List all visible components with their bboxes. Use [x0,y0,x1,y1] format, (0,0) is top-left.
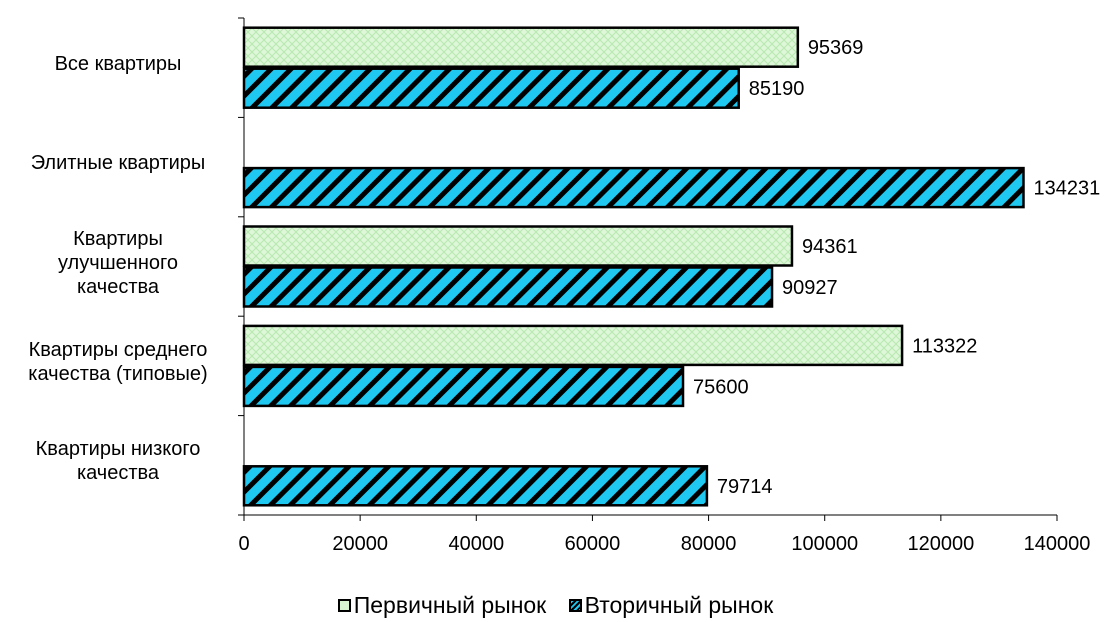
data-label: 79714 [717,476,773,498]
x-tick-label: 0 [238,533,249,555]
legend-item-primary: Первичный рынок [337,592,547,618]
legend-swatch-secondary [568,599,582,612]
category-label: Элитные квартиры [30,152,206,175]
x-tick-label: 20000 [332,533,388,555]
legend: Первичный рынок Вторичный рынок [0,592,1111,618]
bar-secondary [242,166,1025,209]
data-label: 85190 [749,78,805,100]
x-tick-label: 40000 [448,533,504,555]
bar-primary [242,225,794,267]
x-tick-label: 80000 [681,533,737,555]
bar-secondary [242,266,774,308]
x-tick-label: 100000 [791,533,858,555]
category-label: Все квартиры [54,52,182,75]
legend-swatch-primary [337,599,351,612]
bar-primary [242,324,904,367]
category-label: Квартиры низкого качества [35,438,201,485]
x-tick-label: 120000 [907,533,974,555]
bar-secondary [242,67,740,109]
category-label: Квартиры улучшенного качества [57,227,178,298]
x-tick-label: 140000 [1024,533,1091,555]
legend-item-secondary: Вторичный рынок [568,592,774,618]
data-label: 134231 [1033,178,1100,200]
data-label: 90927 [782,277,838,299]
bars [242,26,1025,507]
data-label: 113322 [912,335,977,357]
data-label: 75600 [693,376,749,398]
legend-label-secondary: Вторичный рынок [584,592,774,618]
x-tick-labels: 0 20000 40000 60000 80000 100000 120000 140000 [238,533,1090,555]
legend-label-primary: Первичный рынок [353,592,547,618]
category-label: Квартиры среднего качества (типовые) [28,338,208,385]
bar-secondary [242,465,709,507]
bar-primary [242,26,800,68]
data-label: 95369 [808,37,864,59]
x-tick-label: 60000 [565,533,621,555]
data-label: 94361 [802,236,858,258]
bar-secondary [242,365,685,408]
